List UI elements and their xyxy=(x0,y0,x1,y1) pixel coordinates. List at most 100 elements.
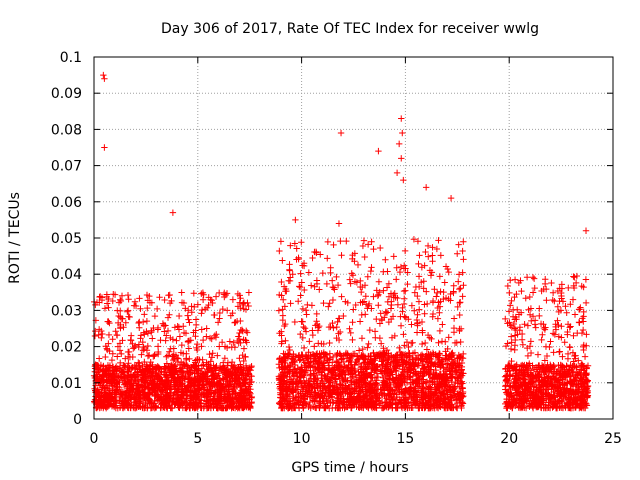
data-point-marker xyxy=(116,340,124,347)
data-point-marker xyxy=(162,374,170,381)
data-point-marker xyxy=(127,385,135,392)
data-point-marker xyxy=(182,385,189,393)
data-point-marker xyxy=(124,372,132,379)
data-point-marker xyxy=(198,391,205,398)
data-point-marker xyxy=(208,354,216,361)
data-point-marker xyxy=(203,363,210,370)
data-point-marker xyxy=(206,350,213,358)
data-point-marker xyxy=(106,319,113,327)
data-point-marker xyxy=(113,331,120,339)
data-point-marker xyxy=(234,303,242,310)
data-point-marker xyxy=(194,301,202,308)
data-point-marker xyxy=(166,291,173,299)
data-point-marker xyxy=(224,403,231,411)
data-point-marker xyxy=(198,310,205,317)
data-point-marker xyxy=(184,338,192,345)
data-point-marker xyxy=(245,289,253,296)
data-point-marker xyxy=(97,399,104,406)
data-point-marker xyxy=(174,371,181,378)
data-point-marker xyxy=(166,348,173,355)
data-point-marker xyxy=(143,393,150,401)
data-point-marker xyxy=(147,329,155,336)
data-point-marker xyxy=(203,304,211,311)
data-point-marker xyxy=(171,363,178,370)
data-point-marker xyxy=(101,305,109,312)
data-point-marker xyxy=(200,291,207,298)
data-point-marker xyxy=(124,308,131,315)
data-point-marker xyxy=(108,356,116,364)
data-point-marker xyxy=(118,367,125,375)
data-point-marker xyxy=(242,306,250,313)
data-point-marker xyxy=(118,350,125,358)
data-point-marker xyxy=(221,390,228,398)
data-point-marker xyxy=(137,403,144,411)
data-point-marker xyxy=(157,337,164,344)
data-point-marker xyxy=(193,377,200,384)
data-point-marker xyxy=(147,358,154,366)
data-point-marker xyxy=(148,382,155,389)
data-point-marker xyxy=(190,392,197,399)
data-point-marker xyxy=(185,345,192,352)
data-point-marker xyxy=(136,295,143,302)
data-point-marker xyxy=(191,370,198,377)
data-point-marker xyxy=(98,388,105,396)
data-point-marker xyxy=(114,343,122,350)
data-point-marker xyxy=(182,305,189,312)
data-point-marker xyxy=(138,351,145,358)
data-point-marker xyxy=(148,372,155,380)
data-point-marker xyxy=(144,330,152,337)
data-point-marker xyxy=(175,312,183,320)
data-point-marker xyxy=(200,361,207,368)
data-point-marker xyxy=(210,400,218,408)
data-point-marker xyxy=(246,402,253,410)
data-point-marker xyxy=(198,326,205,333)
data-point-marker xyxy=(113,380,120,387)
data-point-marker xyxy=(110,291,117,298)
data-point-marker xyxy=(177,379,184,386)
data-point-marker xyxy=(122,319,130,326)
data-point-marker xyxy=(156,380,163,387)
data-point-marker xyxy=(197,370,205,377)
data-point-marker xyxy=(116,384,123,391)
data-point-marker xyxy=(102,395,110,403)
data-point-marker xyxy=(166,299,174,307)
data-point-marker xyxy=(199,336,207,344)
data-point-marker xyxy=(213,331,220,338)
data-point-marker xyxy=(95,355,103,362)
data-point-marker xyxy=(160,391,168,398)
data-point-marker xyxy=(192,333,199,340)
data-point-marker xyxy=(131,361,138,369)
data-point-marker xyxy=(207,358,214,365)
data-point-marker xyxy=(208,297,216,304)
data-point-marker xyxy=(159,320,167,327)
data-point-marker xyxy=(128,388,136,395)
data-point-marker xyxy=(100,368,108,375)
data-point-marker xyxy=(94,403,101,410)
data-point-marker xyxy=(151,312,159,320)
data-point-marker xyxy=(209,350,216,357)
data-point-marker xyxy=(223,344,231,352)
data-point-marker xyxy=(246,378,254,386)
data-point-marker xyxy=(99,373,106,380)
data-point-marker xyxy=(118,292,126,299)
data-point-marker xyxy=(201,386,208,393)
data-point-marker xyxy=(245,302,252,310)
data-point-marker xyxy=(125,296,132,303)
data-point-marker xyxy=(161,363,169,371)
data-point-marker xyxy=(111,366,119,374)
data-point-marker xyxy=(112,328,119,335)
data-point-marker xyxy=(184,312,191,319)
data-point-marker xyxy=(121,362,128,370)
data-point-marker xyxy=(205,301,212,309)
data-point-marker xyxy=(139,347,147,354)
data-point-marker xyxy=(192,361,199,369)
data-point-marker xyxy=(131,344,138,351)
data-point-marker xyxy=(92,301,99,309)
data-point-marker xyxy=(125,368,132,376)
data-point-marker xyxy=(135,341,143,348)
data-point-marker xyxy=(139,338,146,346)
data-point-marker xyxy=(169,397,176,405)
data-point-marker xyxy=(142,400,149,408)
data-point-marker xyxy=(122,363,129,371)
data-point-marker xyxy=(102,353,109,361)
